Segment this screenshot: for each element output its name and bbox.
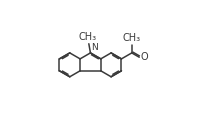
Text: N: N <box>91 43 98 52</box>
Text: CH₃: CH₃ <box>123 33 141 43</box>
Text: CH₃: CH₃ <box>78 32 97 42</box>
Text: O: O <box>141 52 149 62</box>
